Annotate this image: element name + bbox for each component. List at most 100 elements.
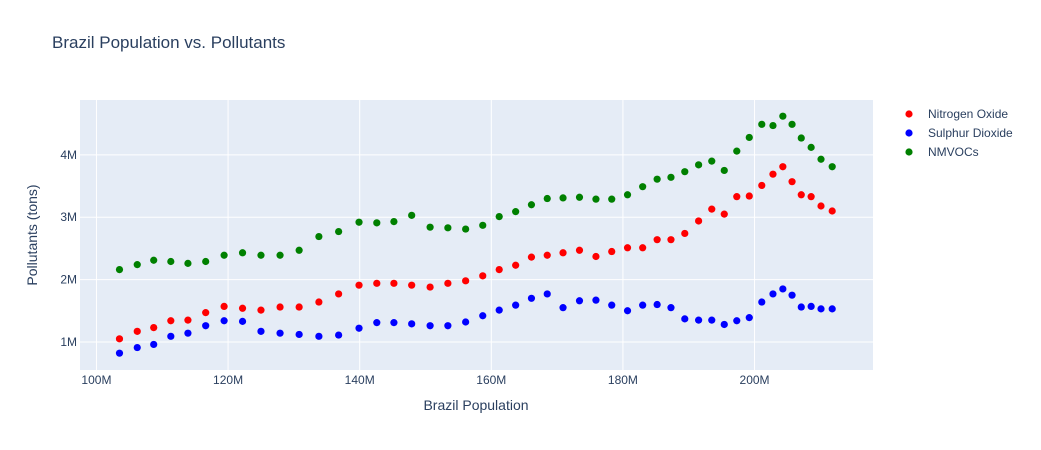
data-point[interactable] <box>653 175 661 183</box>
data-point[interactable] <box>444 279 452 287</box>
data-point[interactable] <box>133 261 141 269</box>
data-point[interactable] <box>817 305 825 313</box>
data-point[interactable] <box>373 279 381 287</box>
data-point[interactable] <box>745 133 753 142</box>
data-point[interactable] <box>315 232 323 241</box>
data-point[interactable] <box>758 298 766 306</box>
data-point[interactable] <box>276 303 284 311</box>
data-point[interactable] <box>133 327 141 335</box>
data-point[interactable] <box>184 316 192 324</box>
data-point[interactable] <box>462 225 470 233</box>
data-point[interactable] <box>257 251 265 259</box>
data-point[interactable] <box>479 312 487 320</box>
data-point[interactable] <box>788 178 796 186</box>
data-point[interactable] <box>681 168 689 176</box>
data-point[interactable] <box>150 323 158 332</box>
data-point[interactable] <box>335 227 343 236</box>
data-point[interactable] <box>115 349 124 357</box>
data-point[interactable] <box>817 155 825 163</box>
data-point[interactable] <box>720 166 728 175</box>
data-point[interactable] <box>769 121 777 130</box>
data-point[interactable] <box>543 194 551 203</box>
data-point[interactable] <box>623 191 632 199</box>
data-point[interactable] <box>202 257 210 266</box>
data-point[interactable] <box>639 244 647 252</box>
data-point[interactable] <box>238 304 247 312</box>
data-point[interactable] <box>115 266 124 274</box>
data-point[interactable] <box>167 332 175 340</box>
data-point[interactable] <box>745 192 753 200</box>
data-point[interactable] <box>426 283 434 291</box>
data-point[interactable] <box>667 173 675 181</box>
data-point[interactable] <box>623 244 632 252</box>
data-point[interactable] <box>527 201 536 209</box>
data-point[interactable] <box>733 147 741 155</box>
data-point[interactable] <box>817 202 825 210</box>
legend-item[interactable]: NMVOCs <box>905 145 979 159</box>
legend-item[interactable]: Sulphur Dioxide <box>905 126 1013 140</box>
data-point[interactable] <box>512 261 520 269</box>
data-point[interactable] <box>390 319 398 327</box>
data-point[interactable] <box>355 324 363 332</box>
data-point[interactable] <box>575 297 584 305</box>
data-point[interactable] <box>575 246 584 254</box>
data-point[interactable] <box>355 218 363 226</box>
data-point[interactable] <box>479 272 487 280</box>
data-point[interactable] <box>315 332 323 340</box>
data-point[interactable] <box>220 317 228 325</box>
data-point[interactable] <box>559 194 567 202</box>
data-point[interactable] <box>543 290 551 298</box>
data-point[interactable] <box>373 319 381 327</box>
data-point[interactable] <box>543 251 551 259</box>
data-point[interactable] <box>295 303 303 311</box>
data-point[interactable] <box>807 302 815 310</box>
data-point[interactable] <box>733 193 741 201</box>
data-point[interactable] <box>708 316 716 324</box>
legend[interactable]: Nitrogen Oxide Sulphur Dioxide NMVOCs <box>905 107 1013 159</box>
data-point[interactable] <box>708 157 716 165</box>
data-point[interactable] <box>150 256 158 264</box>
data-point[interactable] <box>575 193 584 201</box>
data-point[interactable] <box>797 134 805 142</box>
data-point[interactable] <box>779 163 787 171</box>
data-point[interactable] <box>426 322 434 330</box>
data-point[interactable] <box>807 143 815 151</box>
data-point[interactable] <box>276 329 284 337</box>
data-point[interactable] <box>220 251 228 259</box>
data-point[interactable] <box>238 249 247 257</box>
data-point[interactable] <box>653 300 661 309</box>
data-point[interactable] <box>797 191 805 199</box>
data-point[interactable] <box>373 219 381 227</box>
data-point[interactable] <box>769 170 777 178</box>
data-point[interactable] <box>695 161 703 169</box>
data-point[interactable] <box>444 322 452 330</box>
data-point[interactable] <box>695 316 703 324</box>
data-point[interactable] <box>681 229 689 238</box>
data-point[interactable] <box>202 322 210 330</box>
data-point[interactable] <box>608 301 616 309</box>
data-point[interactable] <box>390 279 398 287</box>
data-point[interactable] <box>797 303 805 311</box>
data-point[interactable] <box>608 195 616 203</box>
data-point[interactable] <box>408 320 416 328</box>
data-point[interactable] <box>720 210 728 218</box>
data-point[interactable] <box>238 317 247 325</box>
data-point[interactable] <box>733 317 741 325</box>
data-point[interactable] <box>559 304 567 312</box>
data-point[interactable] <box>758 120 766 128</box>
data-point[interactable] <box>758 181 766 190</box>
data-point[interactable] <box>639 301 647 309</box>
data-point[interactable] <box>202 309 210 317</box>
data-point[interactable] <box>462 318 470 326</box>
data-point[interactable] <box>653 236 661 244</box>
data-point[interactable] <box>745 314 753 322</box>
data-point[interactable] <box>667 304 675 312</box>
data-point[interactable] <box>559 249 567 257</box>
data-point[interactable] <box>257 327 265 335</box>
data-point[interactable] <box>408 211 416 219</box>
data-point[interactable] <box>444 224 452 232</box>
data-point[interactable] <box>807 193 815 201</box>
data-point[interactable] <box>167 257 175 266</box>
data-point[interactable] <box>527 294 536 302</box>
